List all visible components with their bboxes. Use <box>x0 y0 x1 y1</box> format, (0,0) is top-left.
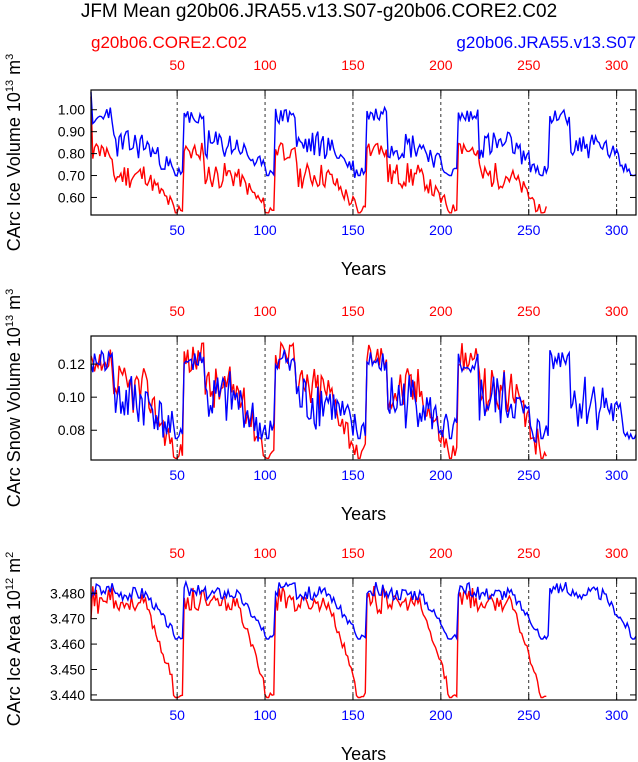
series-line-jra55 <box>90 349 637 444</box>
x-tick-label-top: 50 <box>169 545 185 561</box>
x-tick-label-top: 200 <box>429 545 453 561</box>
x-tick-label-bottom: 300 <box>605 222 629 238</box>
plot-frame <box>90 89 637 216</box>
x-axis-label: Years <box>341 504 386 524</box>
x-tick-label-bottom: 250 <box>517 222 541 238</box>
panel-ice-area: 3.440 3.450 3.460 3.470 3.480 50 50 100 100 150 15… <box>4 545 637 762</box>
y-axis-label: CArc Snow Volume 1013 m3 <box>4 289 24 507</box>
series-line-core2 <box>90 586 547 699</box>
y-tick-label: 3.470 <box>50 611 85 627</box>
x-axis-label: Years <box>341 259 386 279</box>
y-tick-label: 0.80 <box>58 146 85 162</box>
x-tick-label-bottom: 150 <box>341 707 365 723</box>
y-tick-label: 3.450 <box>50 662 85 678</box>
x-tick-label-top: 150 <box>341 545 365 561</box>
series-line-jra55 <box>90 92 637 178</box>
x-tick-label-bottom: 150 <box>341 222 365 238</box>
x-tick-label-bottom: 300 <box>605 707 629 723</box>
x-tick-label-top: 200 <box>429 57 453 73</box>
x-tick-label-top: 100 <box>253 545 277 561</box>
x-tick-label-top: 150 <box>341 57 365 73</box>
panel-snow-volume: 0.08 0.10 0.12 50 50 100 100 150 150 200 200 250 250… <box>4 289 637 524</box>
x-tick-label-bottom: 100 <box>253 467 277 483</box>
x-tick-label-bottom: 50 <box>169 467 185 483</box>
y-tick-label: 0.70 <box>58 168 85 184</box>
x-tick-label-top: 250 <box>517 545 541 561</box>
x-tick-label-top: 250 <box>517 303 541 319</box>
y-axis-label: CArc Ice Area 1012 m2 <box>4 552 24 726</box>
x-tick-label-bottom: 100 <box>253 707 277 723</box>
x-tick-label-top: 300 <box>605 57 629 73</box>
legend-blue-case: g20b06.JRA55.v13.S07 <box>456 33 636 52</box>
panel-ice-volume: 0.60 0.70 0.80 0.90 1.00 50 50 100 100 150 150 200 2… <box>4 54 637 279</box>
x-axis-label: Years <box>341 744 386 762</box>
x-tick-label-top: 200 <box>429 303 453 319</box>
y-tick-label: 3.460 <box>50 636 85 652</box>
x-tick-label-bottom: 50 <box>169 707 185 723</box>
x-tick-label-bottom: 200 <box>429 467 453 483</box>
x-tick-label-bottom: 100 <box>253 222 277 238</box>
x-tick-label-top: 50 <box>169 303 185 319</box>
y-tick-label: 3.440 <box>50 687 85 703</box>
y-tick-label: 0.08 <box>58 422 85 438</box>
plot-frame <box>90 335 637 461</box>
x-tick-label-bottom: 150 <box>341 467 365 483</box>
y-tick-label: 0.10 <box>58 389 85 405</box>
x-tick-label-bottom: 250 <box>517 467 541 483</box>
x-tick-label-bottom: 200 <box>429 707 453 723</box>
x-tick-label-top: 300 <box>605 545 629 561</box>
series-line-jra55 <box>90 579 637 641</box>
x-tick-label-top: 250 <box>517 57 541 73</box>
x-tick-label-top: 50 <box>169 57 185 73</box>
series-line-core2 <box>90 96 547 214</box>
plot-frame <box>90 577 637 701</box>
y-axis-label: CArc Ice Volume 1013 m3 <box>4 54 24 251</box>
x-tick-label-top: 300 <box>605 303 629 319</box>
y-tick-label: 3.480 <box>50 585 85 601</box>
x-tick-label-bottom: 250 <box>517 707 541 723</box>
y-tick-label: 0.60 <box>58 189 85 205</box>
x-tick-label-top: 100 <box>253 57 277 73</box>
x-tick-label-top: 100 <box>253 303 277 319</box>
figure-title: JFM Mean g20b06.JRA55.v13.S07-g20b06.COR… <box>81 1 557 22</box>
x-tick-label-top: 150 <box>341 303 365 319</box>
y-tick-label: 1.00 <box>58 102 85 118</box>
y-tick-label: 0.90 <box>58 124 85 140</box>
y-tick-label: 0.12 <box>58 356 85 372</box>
x-tick-label-bottom: 50 <box>169 222 185 238</box>
x-tick-label-bottom: 200 <box>429 222 453 238</box>
x-tick-label-bottom: 300 <box>605 467 629 483</box>
legend-red-case: g20b06.CORE2.C02 <box>91 33 247 52</box>
